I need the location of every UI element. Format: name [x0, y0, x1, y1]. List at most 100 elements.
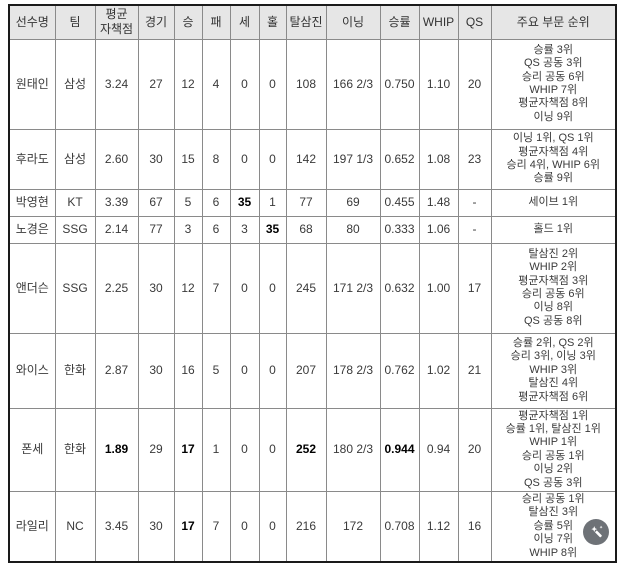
cell-holds: 0 — [258, 490, 287, 563]
cell-losses: 7 — [201, 242, 231, 334]
cell-era: 3.24 — [94, 38, 139, 130]
column-header-rankings: 주요 부문 순위 — [490, 4, 617, 40]
ranking-line: 승리 3위, 이닝 3위 — [510, 350, 596, 363]
cell-holds: 0 — [258, 38, 287, 130]
cell-win_rate: 0.652 — [379, 128, 420, 190]
cell-holds: 35 — [258, 215, 287, 244]
cell-saves: 0 — [229, 407, 260, 492]
cell-qs: 16 — [457, 490, 492, 563]
cell-whip: 1.08 — [418, 128, 459, 190]
cell-holds: 1 — [258, 188, 287, 217]
cell-qs: 17 — [457, 242, 492, 334]
cell-strikeouts: 108 — [285, 38, 327, 130]
cell-strikeouts: 68 — [285, 215, 327, 244]
ranking-line: 평균자책점 3위 — [518, 274, 589, 287]
column-header-losses: 패 — [201, 4, 231, 40]
column-header-whip: WHIP — [418, 4, 459, 40]
cell-name: 폰세 — [8, 407, 56, 492]
ranking-line: 승리 공동 1위 — [521, 449, 585, 462]
cell-holds: 0 — [258, 128, 287, 190]
cell-losses: 4 — [201, 38, 231, 130]
cell-strikeouts: 207 — [285, 332, 327, 409]
cell-qs: 20 — [457, 407, 492, 492]
ranking-line: 홀드 1위 — [533, 222, 574, 235]
cell-losses: 6 — [201, 215, 231, 244]
cell-holds: 0 — [258, 332, 287, 409]
cell-team: 삼성 — [54, 38, 96, 130]
cell-team: KT — [54, 188, 96, 217]
ranking-line: 탈삼진 3위 — [528, 506, 579, 519]
cell-rankings: 승률 2위, QS 2위 승리 3위, 이닝 3위 WHIP 3위 탈삼진 4위 평균자… — [490, 332, 617, 409]
cell-team: 한화 — [54, 332, 96, 409]
ranking-line: WHIP 8위 — [529, 546, 578, 559]
ranking-line: 평균자책점 6위 — [518, 390, 589, 403]
table-header: 선수명 팀 평균 자책점 경기 승 패 세 홀 탈삼진 이닝 승률 WHIP QS 주요 부문 순위 — [8, 4, 617, 40]
cell-innings: 166 2/3 — [325, 38, 381, 130]
header-row: 선수명 팀 평균 자책점 경기 승 패 세 홀 탈삼진 이닝 승률 WHIP QS 주요 부문 순위 — [8, 4, 617, 40]
cell-rankings: 이닝 1위, QS 1위 평균자책점 4위 승리 4위, WHIP 6위 승률 9위 — [490, 128, 617, 190]
cell-games: 77 — [137, 215, 175, 244]
column-header-win_rate: 승률 — [379, 4, 420, 40]
column-header-era: 평균 자책점 — [94, 4, 139, 40]
cell-rankings: 평균자책점 1위 승률 1위, 탈삼진 1위 WHIP 1위 승리 공동 1위 이닝 2… — [490, 407, 617, 492]
table-body: 원태인 삼성 3.24 27 12 4 0 0 108 166 2/3 0.750 1.10 20 승률 … — [8, 38, 617, 563]
table-row: 앤더슨 SSG 2.25 30 12 7 0 0 245 171 2/3 0.632 1.00 17 탈삼… — [8, 242, 617, 334]
magic-wand-button[interactable] — [583, 519, 609, 545]
column-header-games: 경기 — [137, 4, 175, 40]
cell-name: 라일리 — [8, 490, 56, 563]
column-header-strikeouts: 탈삼진 — [285, 4, 327, 40]
cell-whip: 1.10 — [418, 38, 459, 130]
ranking-line: 승리 공동 6위 — [521, 288, 585, 300]
cell-saves: 3 — [229, 215, 260, 244]
column-header-name: 선수명 — [8, 4, 56, 40]
cell-wins: 17 — [173, 490, 203, 563]
cell-losses: 6 — [201, 188, 231, 217]
table-row: 박영현 KT 3.39 67 5 6 35 1 77 69 0.455 1.48- 세이브 1위 — [8, 188, 617, 217]
column-header-holds: 홀 — [258, 4, 287, 40]
table-row: 와이스 한화 2.87 30 16 5 0 0 207 178 2/3 0.762 1.02 21 승률 … — [8, 332, 617, 409]
cell-rankings: 홀드 1위 — [490, 215, 617, 244]
cell-innings: 80 — [325, 215, 381, 244]
table-row: 노경은 SSG 2.14 77 3 6 3 35 68 80 0.333 1.06- 홀드 1위 — [8, 215, 617, 244]
cell-rankings: 승률 3위 QS 공동 3위 승리 공동 6위 WHIP 7위 평균자책점 8위 이닝 9… — [490, 38, 617, 130]
cell-team: SSG — [54, 215, 96, 244]
ranking-line: QS 공동 3위 — [524, 57, 583, 70]
ranking-line: 이닝 2위 — [533, 463, 574, 476]
cell-wins: 3 — [173, 215, 203, 244]
cell-team: 삼성 — [54, 128, 96, 190]
cell-whip: 0.94 — [418, 407, 459, 492]
ranking-line: WHIP 1위 — [529, 436, 578, 449]
cell-saves: 0 — [229, 332, 260, 409]
cell-era: 1.89 — [94, 407, 139, 492]
cell-name: 후라도 — [8, 128, 56, 190]
ranking-line: 승률 5위 — [533, 519, 574, 532]
cell-name: 앤더슨 — [8, 242, 56, 334]
cell-saves: 0 — [229, 128, 260, 190]
cell-whip: 1.06 — [418, 215, 459, 244]
table-row: 폰세 한화 1.89 29 17 1 0 0 252 180 2/3 0.944 0.94 20 평균자책… — [8, 407, 617, 492]
cell-qs: - — [457, 188, 492, 217]
cell-whip: 1.00 — [418, 242, 459, 334]
cell-win_rate: 0.750 — [379, 38, 420, 130]
table-row: 라일리 NC 3.45 30 17 7 0 0 216 172 0.708 1.12 16 승리 공동 1… — [8, 490, 617, 563]
ranking-line: 탈삼진 4위 — [528, 377, 579, 390]
cell-innings: 171 2/3 — [325, 242, 381, 334]
cell-win_rate: 0.632 — [379, 242, 420, 334]
cell-innings: 172 — [325, 490, 381, 563]
cell-team: NC — [54, 490, 96, 563]
ranking-line: 세이브 1위 — [528, 195, 579, 208]
cell-era: 3.39 — [94, 188, 139, 217]
column-header-saves: 세 — [229, 4, 260, 40]
cell-wins: 12 — [173, 242, 203, 334]
cell-wins: 5 — [173, 188, 203, 217]
column-header-innings: 이닝 — [325, 4, 381, 40]
ranking-line: 평균자책점 1위 — [518, 409, 589, 422]
cell-win_rate: 0.708 — [379, 490, 420, 563]
ranking-line: 승리 공동 1위 — [521, 492, 585, 505]
cell-strikeouts: 216 — [285, 490, 327, 563]
table-row: 후라도 삼성 2.60 30 15 8 0 0 142 197 1/3 0.652 1.08 23 이닝 … — [8, 128, 617, 190]
cell-losses: 1 — [201, 407, 231, 492]
cell-games: 30 — [137, 332, 175, 409]
column-header-wins: 승 — [173, 4, 203, 40]
table-row: 원태인 삼성 3.24 27 12 4 0 0 108 166 2/3 0.750 1.10 20 승률 … — [8, 38, 617, 130]
